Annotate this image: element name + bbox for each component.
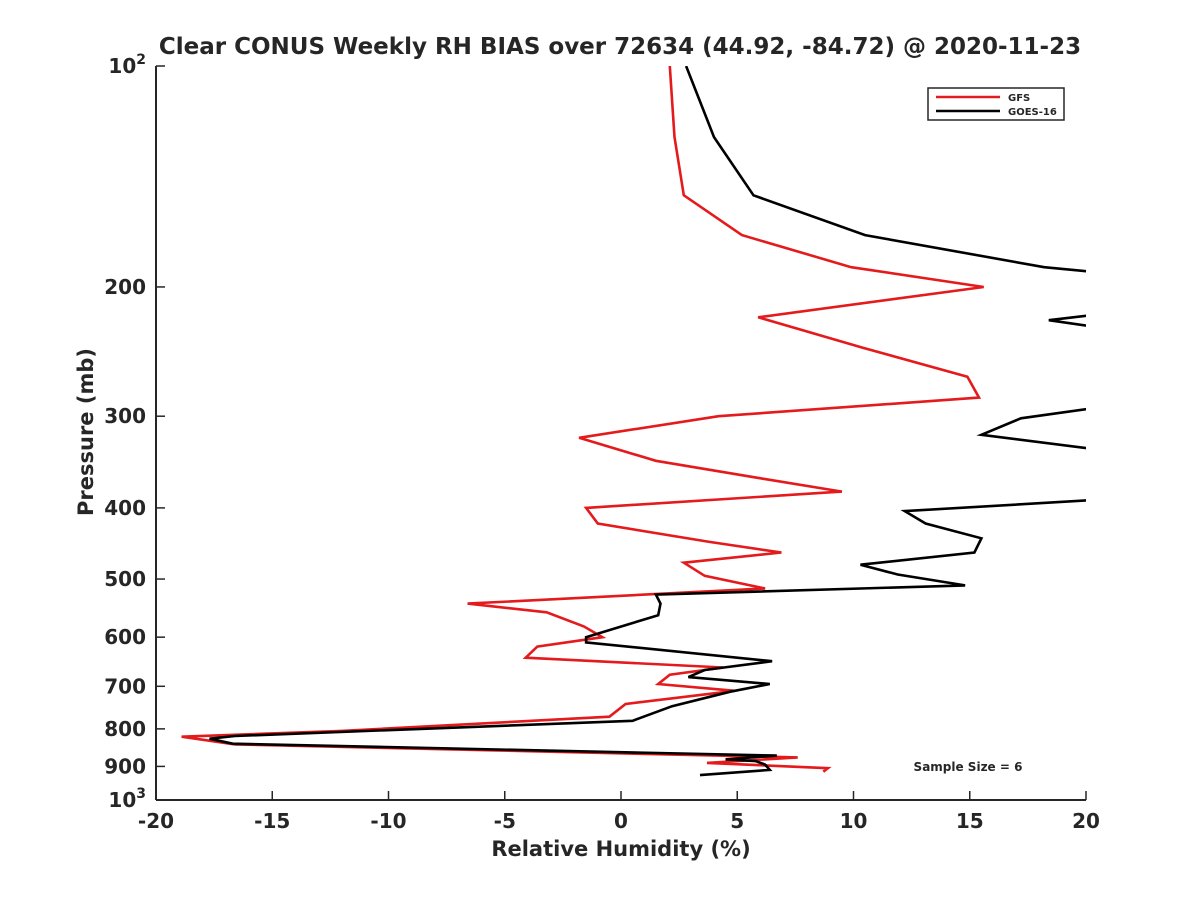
y-tick-label: 600	[104, 625, 146, 649]
sample-size-annotation: Sample Size = 6	[914, 760, 1023, 774]
series-lines	[181, 66, 1086, 777]
chart-title: Clear CONUS Weekly RH BIAS over 72634 (4…	[159, 34, 1081, 60]
y-tick-label: 900	[104, 754, 146, 778]
x-tick-label: 10	[840, 809, 868, 833]
x-tick-label: 5	[730, 809, 744, 833]
y-tick-label: 300	[104, 404, 146, 428]
y-tick-label: 500	[104, 567, 146, 591]
y-tick-label: 400	[104, 496, 146, 520]
legend-label-gfs: GFS	[1008, 93, 1030, 104]
y-tick-label: 700	[104, 674, 146, 698]
y-tick-label: 103	[108, 786, 146, 812]
x-tick-label: 15	[956, 809, 984, 833]
series-line-goes-16	[209, 66, 1086, 777]
x-tick-label: 20	[1072, 809, 1100, 833]
y-tick-label: 800	[104, 717, 146, 741]
x-tick-label: -10	[370, 809, 406, 833]
x-tick-label: 0	[614, 809, 628, 833]
series-line-gfs	[181, 66, 984, 773]
x-tick-label: -5	[494, 809, 516, 833]
legend-box	[927, 87, 1065, 121]
y-tick-label: 200	[104, 275, 146, 299]
legend-label-goes-16: GOES-16	[1008, 107, 1057, 118]
x-axis-label: Relative Humidity (%)	[491, 837, 750, 861]
plot-area: -20 -15 -10 -5 0 5 10 15 20 102 200 300 400 500 600 700…	[104, 52, 1100, 833]
y-axis-label: Pressure (mb)	[74, 348, 98, 516]
x-tick-label: -15	[254, 809, 290, 833]
y-tick-label: 102	[108, 52, 146, 78]
x-tick-label: -20	[138, 809, 174, 833]
legend: GFS GOES-16	[927, 87, 1065, 121]
